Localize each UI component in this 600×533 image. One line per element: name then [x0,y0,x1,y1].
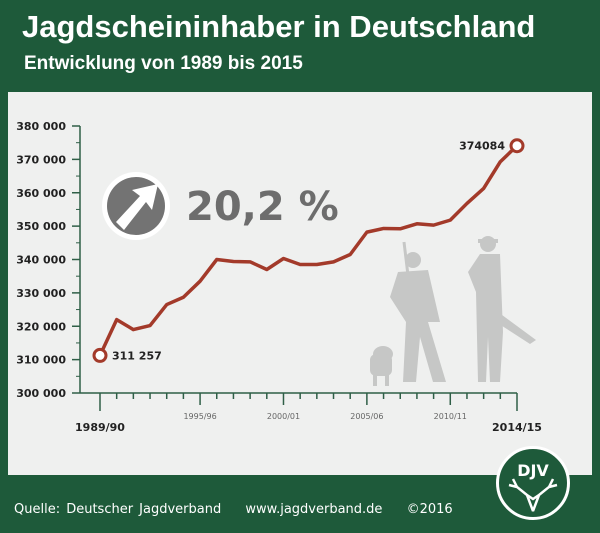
copyright-text: ©2016 [406,502,453,517]
data-label: 311 257 [112,349,162,362]
page-subtitle: Entwicklung von 1989 bis 2015 [24,53,303,74]
y-tick-label: 310 000 [16,354,66,367]
hunters-silhouette-icon [370,236,536,386]
growth-badge: 20,2 % [102,172,339,240]
deer-antler-icon [508,478,558,512]
x-tick-label: 2010/11 [434,412,467,421]
x-tick-label: 1989/90 [75,421,125,434]
y-tick-label: 340 000 [16,254,66,267]
y-tick-label: 320 000 [16,320,66,333]
y-tick-label: 330 000 [16,287,66,300]
y-tick-label: 300 000 [16,387,66,400]
endpoint-marker [92,347,108,363]
page-title: Jagdscheininhaber in Deutschland [22,9,536,44]
x-tick-label: 1995/96 [183,412,216,421]
source-text: Quelle: Deutscher Jagdverband [14,502,222,517]
x-tick-label: 2014/15 [492,421,542,434]
y-tick-label: 360 000 [16,187,66,200]
x-tick-label: 2005/06 [350,412,383,421]
y-tick-label: 380 000 [16,120,66,133]
y-tick-label: 370 000 [16,153,66,166]
logo-text: DJV [517,461,549,480]
djv-logo: DJV [496,446,570,520]
y-tick-label: 350 000 [16,220,66,233]
growth-percent: 20,2 % [186,184,339,230]
footer: Quelle: Deutscher Jagdverband www.jagdve… [14,502,471,517]
endpoint-marker [509,138,525,154]
arrow-up-right-icon [116,184,158,230]
series-line [98,144,519,357]
x-tick-label: 2000/01 [267,412,300,421]
line-chart: 20,2 % 300 000 310 000 320 000 330 000 340 0… [16,120,542,434]
data-label: 374084 [459,140,505,153]
chart-panel: 20,2 % 300 000 310 000 320 000 330 000 340 0… [8,92,592,475]
website-link[interactable]: www.jagdverband.de [245,502,383,517]
